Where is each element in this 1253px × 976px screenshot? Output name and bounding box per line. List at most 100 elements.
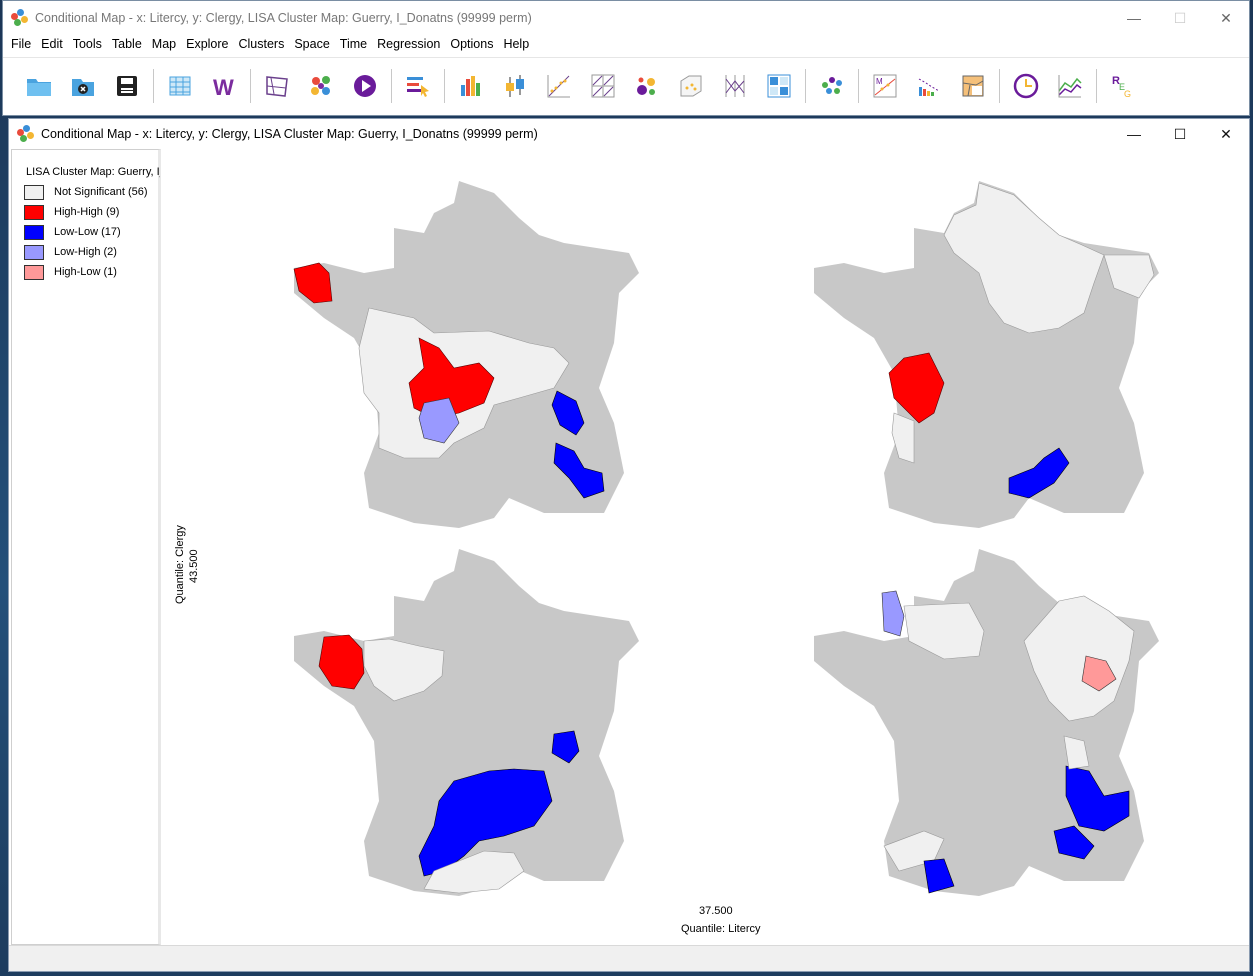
select-icon[interactable] [396,64,440,108]
menu-clusters[interactable]: Clusters [238,37,285,51]
map-top-left[interactable] [284,173,654,533]
region-low-low[interactable] [553,442,605,499]
moran-scatter-icon[interactable]: M [863,64,907,108]
legend-item-high-high[interactable]: High-High (9) [24,204,119,220]
region-high-high[interactable] [318,634,365,690]
toolbar-separator [999,68,1000,103]
parallel-coordinates-icon[interactable] [713,64,757,108]
region-low-high[interactable] [881,590,905,637]
region-not-significant[interactable] [891,412,915,464]
toolbar-separator [444,68,445,103]
child-titlebar: Conditional Map - x: Litercy, y: Clergy,… [9,119,1249,149]
region-high-high[interactable] [293,262,333,304]
conditional-plot-icon[interactable] [757,64,801,108]
histogram-icon[interactable] [449,64,493,108]
minimize-button[interactable]: — [1127,10,1141,26]
3d-plot-icon[interactable] [669,64,713,108]
map-bottom-left[interactable] [284,541,654,901]
cluster-icon[interactable] [810,64,854,108]
main-window: Conditional Map - x: Litercy, y: Clergy,… [2,0,1250,116]
scatter-matrix-icon[interactable] [581,64,625,108]
open-folder-icon[interactable] [17,64,61,108]
geoda-logo-icon [11,9,29,27]
region-not-significant[interactable] [1023,595,1135,722]
map-canvas[interactable]: Quantile: Clergy 43.500 [164,149,1249,945]
child-maximize-button[interactable]: ☐ [1173,125,1187,142]
legend-item-low-high[interactable]: Low-High (2) [24,244,117,260]
legend-item-high-low[interactable]: High-Low (1) [24,264,117,280]
map-top-right[interactable] [804,173,1174,533]
menu-help[interactable]: Help [503,37,530,51]
legend-label: High-High (9) [54,206,120,218]
legend-label: High-Low (1) [54,266,117,278]
toolbar-separator [250,68,251,103]
region-not-significant[interactable] [363,638,445,702]
menu-file[interactable]: File [11,37,32,51]
x-axis-value: 37.500 [699,905,733,917]
close-button[interactable]: ✕ [1220,9,1232,26]
conditional-map-window: Conditional Map - x: Litercy, y: Clergy,… [8,118,1250,972]
menu-tools[interactable]: Tools [72,37,102,51]
region-low-low[interactable] [1053,825,1095,860]
child-minimize-button[interactable]: — [1127,126,1141,142]
region-low-low[interactable] [1008,447,1070,499]
save-icon[interactable] [105,64,149,108]
region-low-low[interactable] [418,768,553,877]
menu-time[interactable]: Time [339,37,368,51]
x-axis-label: Quantile: Litercy [681,923,761,935]
close-project-icon[interactable] [61,64,105,108]
region-low-low[interactable] [923,858,955,894]
svg-text:W: W [213,75,234,100]
region-not-significant[interactable] [1103,254,1155,299]
menu-regression[interactable]: Regression [377,37,441,51]
region-not-significant[interactable] [903,602,985,660]
region-high-low[interactable] [1081,655,1117,692]
map-bottom-right[interactable] [804,541,1174,901]
region-high-high[interactable] [408,337,495,419]
map-icon[interactable] [255,64,299,108]
svg-text:E: E [1119,82,1125,92]
region-not-significant[interactable] [423,850,525,894]
region-low-low[interactable] [551,390,585,436]
y-axis: Quantile: Clergy 43.500 [174,525,200,609]
cartogram-icon[interactable] [299,64,343,108]
svg-text:M: M [876,77,883,86]
region-not-significant[interactable] [943,182,1105,334]
region-high-high[interactable] [888,352,945,424]
play-icon[interactable] [343,64,387,108]
legend-item-low-low[interactable]: Low-Low (17) [24,224,121,240]
status-bar [9,945,1249,971]
menu-table[interactable]: Table [111,37,142,51]
boxplot-icon[interactable] [493,64,537,108]
legend-item-not-significant[interactable]: Not Significant (56) [24,184,148,200]
menu-edit[interactable]: Edit [41,37,63,51]
line-chart-icon[interactable] [1048,64,1092,108]
child-close-button[interactable]: ✕ [1220,125,1232,142]
table-icon[interactable] [158,64,202,108]
menu-options[interactable]: Options [450,37,494,51]
svg-text:G: G [1124,89,1131,99]
time-icon[interactable] [1004,64,1048,108]
maximize-button[interactable]: ☐ [1173,9,1187,26]
menu-space[interactable]: Space [294,37,330,51]
legend-label: Low-Low (17) [54,226,121,238]
bubble-chart-icon[interactable] [625,64,669,108]
weights-icon[interactable]: W [202,64,246,108]
region-base [814,549,1159,896]
y-axis-label: Quantile: Clergy [174,525,186,604]
geoda-logo-icon [17,125,35,143]
region-low-high[interactable] [418,397,460,444]
region-not-significant[interactable] [1063,735,1090,770]
region-base [294,549,639,896]
region-low-low[interactable] [1065,765,1130,832]
scatter-plot-icon[interactable] [537,64,581,108]
lisa-map-icon[interactable] [951,64,995,108]
menu-explore[interactable]: Explore [186,37,229,51]
toolbar-separator [1096,68,1097,103]
menu-map[interactable]: Map [151,37,177,51]
correlogram-icon[interactable] [907,64,951,108]
region-low-low[interactable] [551,730,580,764]
toolbar-separator [391,68,392,103]
